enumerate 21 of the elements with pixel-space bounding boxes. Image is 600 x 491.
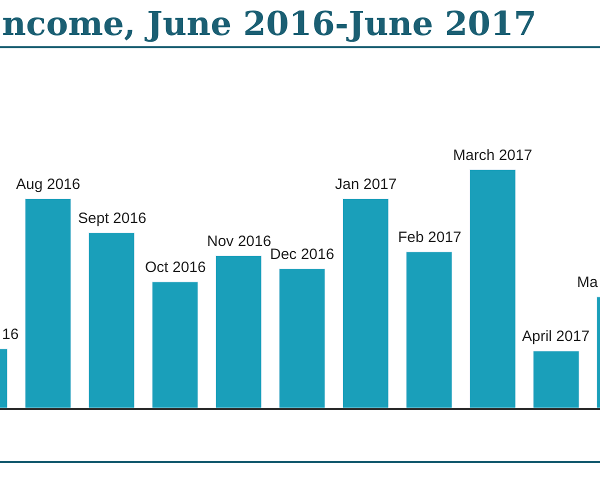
bar [278, 268, 326, 408]
x-tick-label: Dec 2016 [270, 246, 334, 263]
x-tick-label: Nov 2016 [207, 233, 272, 250]
x-tick-label: Aug 2016 [16, 176, 80, 193]
bar [24, 198, 72, 408]
x-tick-label: 16 [2, 326, 19, 343]
x-tick-label: Ma [577, 274, 598, 291]
bar [342, 198, 389, 408]
bar [152, 282, 198, 408]
x-tick-label: Jan 2017 [335, 176, 397, 193]
bar [533, 350, 580, 408]
bar [215, 255, 262, 408]
x-tick-label: March 2017 [453, 147, 532, 164]
chart-title: ncome, June 2016-June 2017 [2, 4, 537, 43]
x-tick-label: Sept 2016 [78, 210, 146, 227]
x-tick-label: Oct 2016 [145, 259, 206, 276]
bar [470, 169, 516, 408]
bar [88, 232, 135, 408]
bar [406, 252, 452, 408]
x-tick-label: April 2017 [522, 328, 590, 345]
x-tick-label: Feb 2017 [398, 229, 462, 246]
